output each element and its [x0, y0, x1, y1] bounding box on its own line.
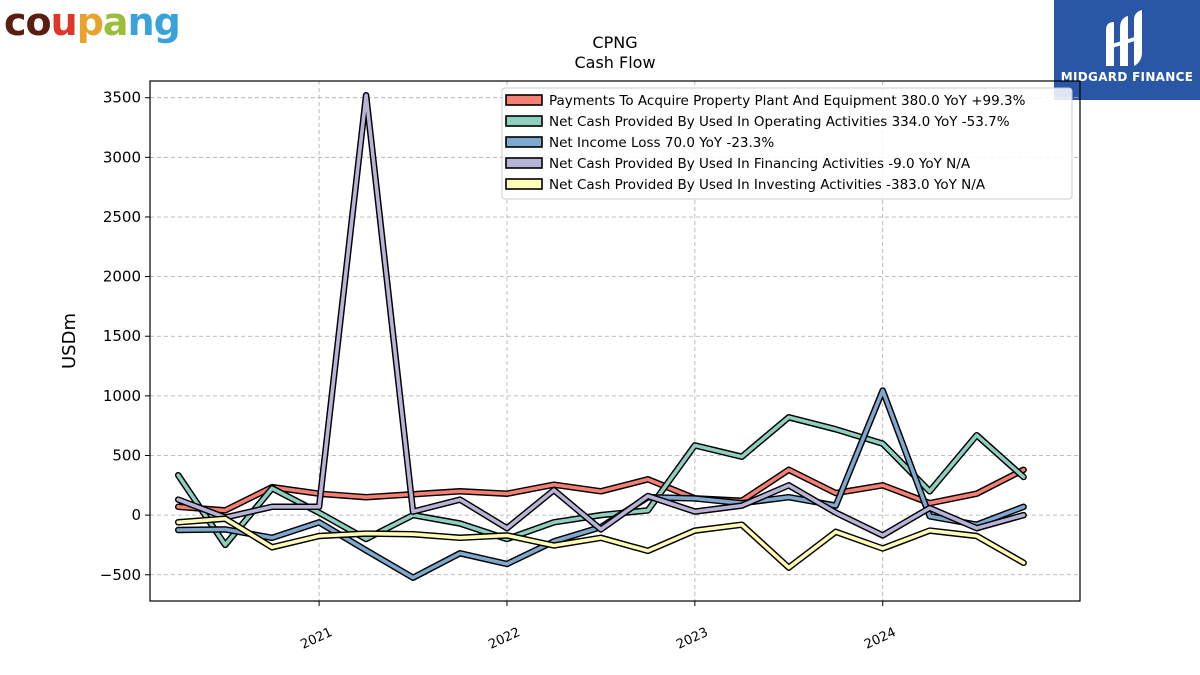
series-stroke	[176, 388, 1026, 580]
legend-swatch	[505, 115, 543, 127]
y-tick-label: 2500	[103, 208, 141, 226]
y-tick-label: 1500	[103, 327, 141, 345]
series-outline	[174, 387, 1027, 581]
logo-letter: u	[50, 0, 78, 44]
coupang-logo: coupang	[4, 0, 181, 44]
series-line	[174, 515, 1027, 571]
y-tick-label: 3000	[103, 148, 141, 166]
series-stroke	[176, 516, 1026, 570]
series-line	[174, 92, 1027, 539]
x-tick-label: 2021	[298, 625, 334, 653]
legend-entry: Net Income Loss 70.0 YoY -23.3%	[549, 135, 774, 151]
series-layer	[174, 92, 1027, 581]
midgard-logo-text: MIDGARD FINANCE	[1060, 70, 1194, 84]
midgard-finance-logo: MIDGARD FINANCE	[1054, 0, 1200, 100]
series-line	[174, 414, 1027, 549]
x-tick-label: 2022	[486, 625, 522, 653]
logo-letter: n	[127, 0, 155, 44]
y-tick-label: 0	[131, 506, 141, 524]
plot-frame	[149, 80, 1081, 602]
chart-subtitle: Cash Flow	[574, 53, 655, 72]
legend-entry: Net Cash Provided By Used In Financing A…	[549, 156, 971, 172]
legend-box	[501, 87, 1073, 200]
series-stroke	[176, 93, 1026, 538]
series-line	[174, 387, 1027, 581]
y-tick-label: 500	[112, 446, 141, 464]
series-stroke	[176, 415, 1026, 547]
legend-swatch	[505, 157, 543, 169]
logo-letter: g	[153, 0, 181, 44]
legend: Payments To Acquire Property Plant And E…	[501, 87, 1073, 200]
chart-title: CPNG	[592, 33, 637, 52]
legend-swatch	[505, 94, 543, 106]
y-tick-label: −500	[100, 566, 141, 584]
legend-entry: Net Cash Provided By Used In Operating A…	[549, 114, 1010, 130]
midgard-logo-icon	[1106, 10, 1142, 66]
x-tick-label: 2024	[862, 625, 898, 653]
x-tick-label: 2023	[674, 625, 710, 653]
legend-entry: Net Cash Provided By Used In Investing A…	[549, 177, 986, 193]
legend-swatch	[505, 178, 543, 190]
y-axis-label: USDm	[59, 313, 80, 369]
y-tick-label: 1000	[103, 387, 141, 405]
y-tick-label: 3500	[103, 89, 141, 107]
logo-letter: a	[102, 0, 129, 44]
logo-letter: o	[25, 0, 52, 44]
logo-letter: p	[76, 0, 104, 44]
legend-entry: Payments To Acquire Property Plant And E…	[549, 93, 1026, 109]
legend-swatch	[505, 136, 543, 148]
logo-letter: c	[4, 0, 27, 44]
y-tick-label: 2000	[103, 268, 141, 286]
